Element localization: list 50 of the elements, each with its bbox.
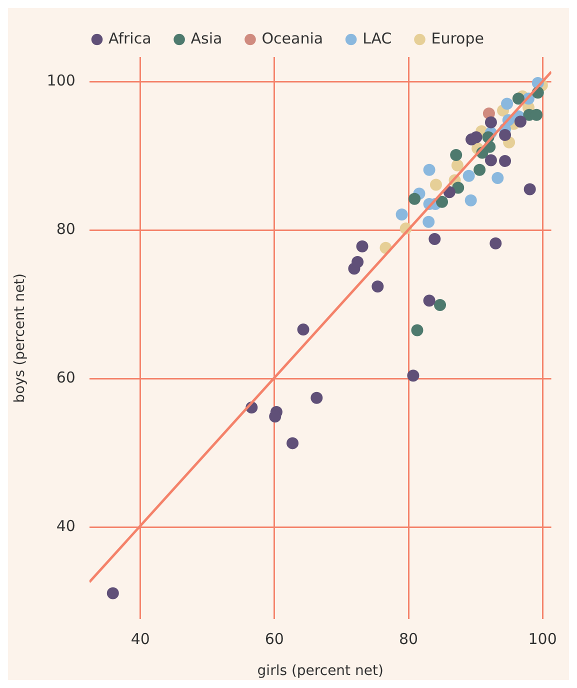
point (462, 170, 475, 182)
point (452, 182, 464, 194)
point (352, 256, 364, 268)
point (470, 131, 482, 144)
x-tick-label: 40 (130, 630, 150, 648)
x-tick-label: 100 (528, 630, 557, 648)
point (451, 159, 464, 172)
point (484, 116, 497, 128)
point (499, 154, 512, 167)
point (286, 437, 299, 450)
point (499, 128, 512, 141)
x-tick-label: 80 (398, 630, 418, 648)
x-axis-title: girls (percent net) (257, 663, 384, 680)
legend-label: Europe (431, 29, 484, 48)
point (524, 183, 536, 196)
point (514, 116, 526, 128)
legend-label: Africa (108, 29, 152, 48)
point (450, 149, 462, 162)
point (356, 240, 368, 252)
point (408, 192, 421, 205)
point (297, 324, 310, 336)
y-tick-label: 80 (56, 220, 76, 238)
point (490, 237, 502, 250)
point (430, 178, 442, 191)
legend-label: Asia (190, 29, 222, 48)
point (492, 172, 504, 184)
point (411, 324, 424, 336)
point (484, 154, 497, 166)
point (434, 299, 446, 312)
x-tick-label: 60 (264, 630, 284, 648)
point (423, 294, 436, 307)
point (501, 98, 514, 110)
point (474, 164, 486, 176)
point (436, 196, 448, 208)
point (310, 392, 323, 404)
point (396, 208, 408, 220)
y-tick-label: 40 (56, 517, 76, 535)
legend-label: Oceania (262, 29, 324, 48)
point (372, 280, 384, 292)
y-tick-label: 60 (56, 368, 76, 386)
y-axis-title: boys (percent net) (12, 273, 28, 403)
legend-label: LAC (362, 29, 392, 48)
y-tick-label: 100 (46, 71, 76, 90)
point (407, 370, 420, 382)
point (428, 232, 441, 245)
point (106, 587, 119, 600)
point (423, 164, 436, 176)
point (512, 92, 524, 105)
point (422, 216, 435, 228)
point (464, 194, 477, 206)
